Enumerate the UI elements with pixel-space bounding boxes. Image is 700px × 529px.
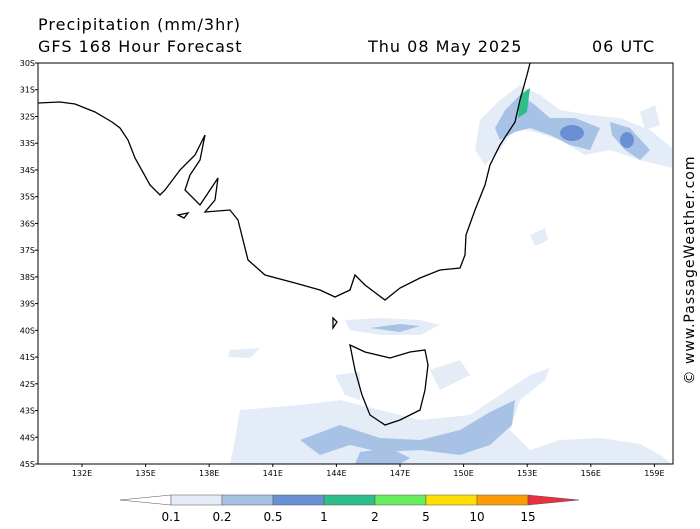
date: Thu 08 May 2025 bbox=[367, 37, 522, 56]
legend-swatch bbox=[170, 494, 223, 506]
lon-label: 135E bbox=[135, 469, 155, 478]
legend: 0.1 0.2 0.5 1 2 5 10 15 bbox=[119, 494, 580, 524]
legend-swatch bbox=[374, 494, 427, 506]
lon-label: 153E bbox=[517, 469, 537, 478]
legend-arrow bbox=[119, 494, 172, 506]
legend-swatch bbox=[221, 494, 274, 506]
legend-arrow bbox=[527, 494, 580, 506]
lat-label: 37S bbox=[20, 246, 35, 255]
lon-label: 156E bbox=[581, 469, 601, 478]
lat-label: 38S bbox=[20, 273, 35, 282]
lat-label: 33S bbox=[20, 139, 35, 148]
credit: © www.PassageWeather.com bbox=[682, 155, 698, 384]
legend-label: 2 bbox=[371, 510, 379, 524]
lon-label: 147E bbox=[390, 469, 410, 478]
lon-labels: 132E 135E 138E 141E 144E 147E 150E 153E 156E 159E bbox=[72, 464, 665, 478]
lat-label: 40S bbox=[20, 326, 35, 335]
lon-label: 132E bbox=[72, 469, 92, 478]
lon-label: 144E bbox=[326, 469, 346, 478]
title: Precipitation (mm/3hr) bbox=[38, 15, 241, 34]
coastline bbox=[37, 62, 531, 426]
legend-label: 0.2 bbox=[212, 510, 231, 524]
lon-label: 138E bbox=[199, 469, 219, 478]
map-frame bbox=[37, 62, 674, 465]
legend-swatch bbox=[272, 494, 325, 506]
lat-label: 39S bbox=[20, 300, 35, 309]
lat-label: 42S bbox=[20, 380, 35, 389]
legend-label: 15 bbox=[520, 510, 535, 524]
lon-label: 150E bbox=[453, 469, 473, 478]
map bbox=[37, 62, 674, 465]
lat-label: 43S bbox=[20, 407, 35, 416]
legend-swatch bbox=[476, 494, 529, 506]
lon-label: 159E bbox=[644, 469, 664, 478]
lat-label: 44S bbox=[20, 433, 35, 442]
lat-label: 32S bbox=[20, 112, 35, 121]
legend-label: 0.1 bbox=[161, 510, 180, 524]
lat-label: 35S bbox=[20, 193, 35, 202]
legend-swatch bbox=[425, 494, 478, 506]
legend-swatch bbox=[323, 494, 376, 506]
lat-label: 31S bbox=[20, 86, 35, 95]
time: 06 UTC bbox=[592, 37, 655, 56]
lon-label: 141E bbox=[263, 469, 283, 478]
model: GFS 168 Hour Forecast bbox=[38, 37, 243, 56]
legend-label: 1 bbox=[320, 510, 328, 524]
lat-label: 30S bbox=[20, 59, 35, 68]
lat-label: 34S bbox=[20, 166, 35, 175]
legend-label: 0.5 bbox=[263, 510, 282, 524]
precipitation bbox=[228, 85, 672, 464]
lat-label: 45S bbox=[20, 460, 35, 469]
lat-label: 36S bbox=[20, 219, 35, 228]
lat-label: 41S bbox=[20, 353, 35, 362]
lat-labels: 30S 31S 32S 33S 34S 35S 36S 37S 38S 39S 40S 41S 42S 4… bbox=[20, 59, 38, 469]
legend-label: 10 bbox=[469, 510, 484, 524]
legend-label: 5 bbox=[422, 510, 430, 524]
